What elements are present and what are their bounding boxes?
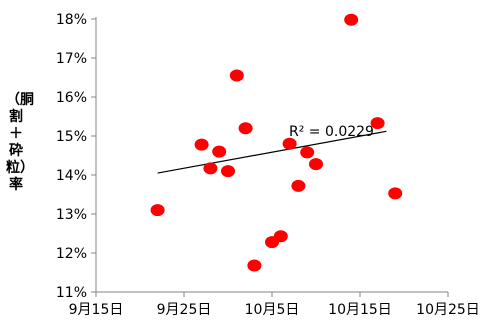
y-tick-label: 18% — [56, 12, 87, 28]
scatter-point — [212, 145, 227, 158]
scatter-point — [203, 162, 218, 175]
x-tick-label: 10月25日 — [416, 302, 480, 318]
scatter-point — [370, 117, 385, 130]
y-axis-label: （胴割＋砕粒）率 — [6, 92, 34, 193]
scatter-point — [238, 122, 253, 135]
r-squared-label: R² = 0.0229 — [289, 124, 374, 140]
scatter-point — [344, 13, 359, 26]
scatter-point — [229, 69, 244, 82]
x-tick-label: 9月25日 — [157, 302, 212, 318]
y-tick-label: 15% — [56, 129, 87, 145]
y-tick-label: 12% — [56, 246, 87, 262]
x-tick-labels: 9月15日 9月25日 10月5日 10月15日 10月25日 — [69, 302, 480, 318]
scatter-point — [273, 230, 288, 243]
y-tick-label: 14% — [56, 168, 87, 184]
scatter-point — [221, 165, 235, 178]
y-tick-labels: 11% 12% 13% 14% 15% 16% 17% 18% — [56, 12, 87, 301]
y-tick-label: 17% — [56, 51, 87, 67]
scatter-point — [282, 137, 297, 150]
scatter-point — [300, 146, 315, 159]
scatter-point — [194, 138, 209, 151]
axes — [91, 17, 449, 297]
x-tick-label: 10月5日 — [245, 302, 300, 318]
scatter-point — [291, 179, 306, 192]
scatter-point — [388, 187, 403, 200]
x-tick-label: 9月15日 — [69, 302, 124, 318]
data-points — [150, 13, 403, 272]
scatter-point — [150, 204, 165, 217]
y-tick-label: 13% — [56, 207, 87, 223]
scatter-point — [309, 158, 323, 171]
y-tick-label: 16% — [56, 90, 87, 106]
x-tick-label: 10月15日 — [328, 302, 392, 318]
trendline — [157, 130, 387, 174]
y-tick-label: 11% — [56, 285, 87, 301]
scatter-point — [247, 259, 262, 272]
